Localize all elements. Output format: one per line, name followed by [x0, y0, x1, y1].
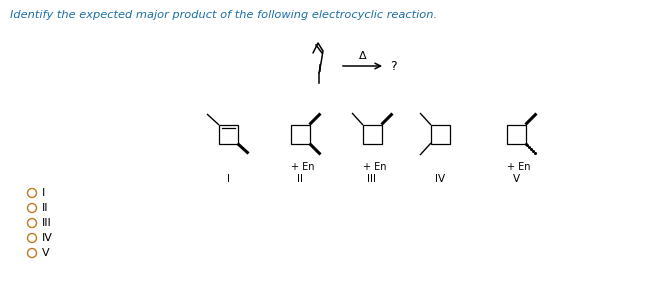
Text: + En: + En [507, 162, 531, 171]
Text: IV: IV [435, 173, 445, 184]
Text: III: III [41, 218, 51, 228]
Text: I: I [41, 188, 45, 198]
Text: Identify the expected major product of the following electrocyclic reaction.: Identify the expected major product of t… [10, 10, 437, 20]
Text: V: V [41, 248, 49, 258]
Text: IV: IV [41, 233, 52, 243]
Text: II: II [41, 203, 48, 213]
Text: + En: + En [363, 162, 387, 171]
Text: ?: ? [390, 59, 397, 73]
Text: I: I [226, 173, 230, 184]
Text: III: III [368, 173, 377, 184]
Text: V: V [512, 173, 520, 184]
Text: Δ: Δ [359, 51, 366, 61]
Text: + En: + En [292, 162, 315, 171]
Text: II: II [297, 173, 303, 184]
